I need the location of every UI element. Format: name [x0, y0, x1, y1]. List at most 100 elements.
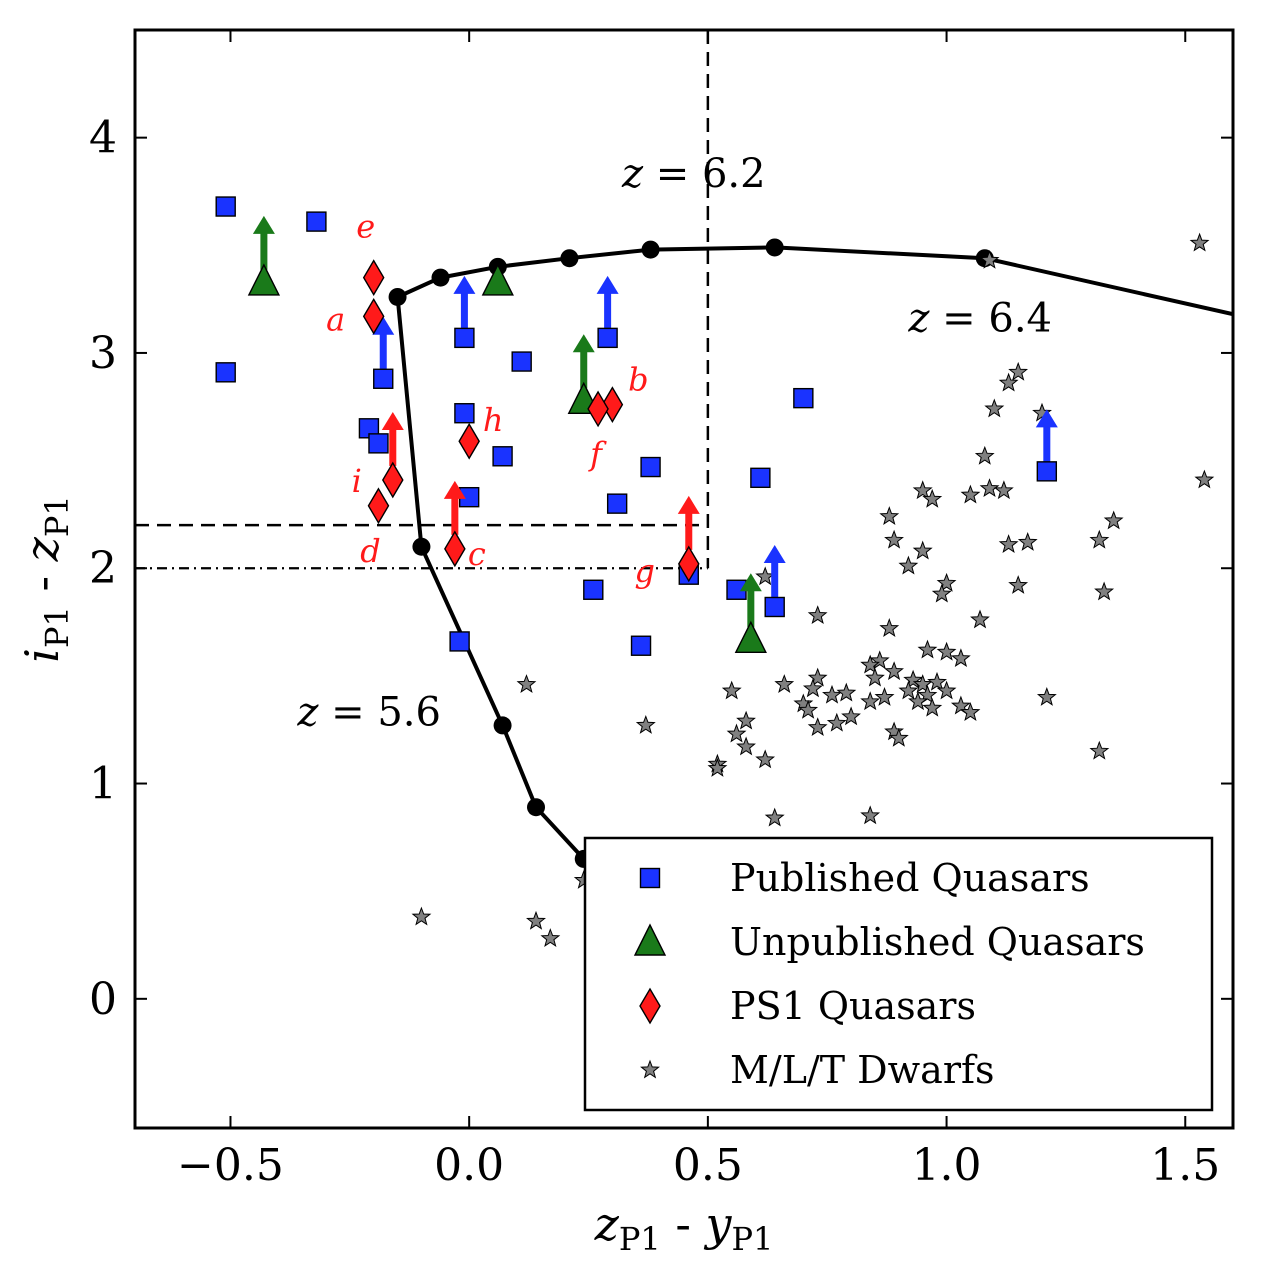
arrow-head [739, 573, 762, 592]
ps1-quasar-point [677, 545, 700, 583]
series-ps1-quasars: a b c d e f g h i [326, 208, 700, 590]
lower-limit-arrow [372, 316, 395, 371]
legend-box [583, 836, 1214, 1112]
dwarf-point [898, 555, 919, 575]
x-tick-label: 1.5 [1150, 1140, 1220, 1191]
published-quasar-point [454, 327, 475, 349]
lower-limit-arrow [739, 573, 762, 628]
redshift-annotation: z = 6.2 [621, 151, 766, 197]
legend-item: Published Quasars [639, 856, 1090, 900]
dwarf-point [1008, 575, 1029, 594]
ps1-quasar-label-a: a [326, 300, 345, 338]
ps1-quasar-label-e: e [356, 208, 375, 246]
dwarf-point [822, 684, 842, 704]
label-var: z [15, 536, 69, 562]
label-space [15, 592, 69, 607]
dwarf-point [912, 540, 933, 560]
dwarf-point [635, 714, 656, 734]
y-tick-label: 1 [89, 759, 117, 810]
dwarf-point [736, 736, 756, 756]
ps1-quasar-point [362, 297, 385, 335]
dwarf-point [936, 572, 957, 592]
dwarf-point [1036, 686, 1057, 706]
dwarf-point [960, 702, 981, 721]
dwarf-point [898, 680, 919, 700]
dwarf-point [411, 906, 432, 926]
track-node [412, 537, 431, 556]
ps1-quasar-label-i: i [352, 462, 362, 500]
arrow-shaft [1043, 419, 1051, 464]
arrow-head [677, 495, 700, 514]
dwarf-point [707, 758, 728, 777]
track-node [641, 240, 660, 259]
dwarf-point [979, 249, 1000, 269]
annotation-value: = 6.4 [929, 295, 1052, 341]
track-line [395, 245, 1233, 861]
dwarf-point [950, 695, 971, 715]
dwarf-point [516, 674, 537, 693]
dwarf-point [860, 654, 881, 674]
series-m-l-t-dwarfs [411, 232, 1215, 947]
dwarf-point [1194, 469, 1215, 489]
published-quasar-point [215, 362, 236, 383]
arrow-head [572, 334, 595, 353]
legend-item: M/L/T Dwarfs [640, 1048, 995, 1092]
published-quasar-point [368, 433, 389, 454]
dwarf-point [526, 910, 546, 930]
dwarf-point [984, 398, 1005, 418]
dwarf-point [974, 445, 995, 465]
dwarf-point [841, 706, 861, 726]
published-quasar-point [306, 211, 327, 232]
dwarf-point [903, 669, 924, 689]
dwarf-point [1032, 402, 1052, 422]
dwarf-point [922, 697, 943, 717]
unpublished-quasar-point [734, 620, 767, 653]
lower-limit-arrow [1035, 409, 1058, 464]
legend-star-icon [640, 1059, 660, 1079]
legend-label: M/L/T Dwarfs [730, 1048, 995, 1092]
lower-limit-arrow [596, 275, 619, 330]
legend-triangle-icon [633, 923, 667, 956]
label-op: - [15, 561, 69, 591]
ps1-quasar-point [367, 487, 390, 525]
legend: Published Quasars Unpublished Quasars PS1 … [583, 836, 1214, 1112]
series-unpublished-quasars [247, 215, 767, 653]
label-var: i [15, 648, 69, 663]
dwarf-point [774, 674, 795, 693]
lower-limit-arrow [443, 480, 466, 535]
arrow-shaft [260, 225, 268, 270]
published-quasar-point [583, 579, 604, 600]
annotation-var: z [621, 151, 644, 197]
dwarf-point [807, 605, 828, 625]
label-op: - [675, 1197, 705, 1251]
y-tick-label: 2 [89, 543, 117, 594]
arrow-head [252, 215, 275, 234]
x-axis-label: zP1 - yP1 [594, 1197, 774, 1258]
track-node [527, 798, 546, 817]
dwarf-point [764, 807, 785, 827]
y-tick-label: 4 [89, 113, 117, 164]
published-quasar-point [597, 327, 618, 349]
dwarf-point [736, 710, 756, 730]
legend-diamond-icon [639, 987, 661, 1025]
redshift-annotation: z = 6.4 [907, 295, 1052, 341]
dwarf-point [865, 667, 885, 687]
label-var: z [594, 1197, 620, 1251]
redshift-track [388, 238, 1233, 868]
dwarf-point [960, 484, 981, 504]
dwarf-point [993, 480, 1014, 500]
label-sub: P1 [38, 606, 76, 648]
ps1-quasar-label-c: c [468, 535, 486, 573]
label-space [661, 1197, 676, 1251]
dwarf-point [807, 717, 828, 736]
track-node [431, 268, 450, 287]
published-quasar-point [606, 493, 628, 514]
ps1-quasar-label-f: f [588, 435, 607, 473]
dwarf-point [931, 583, 952, 603]
y-tick-label: 0 [89, 974, 117, 1025]
dwarf-point [802, 678, 823, 698]
ps1-quasar-label-d: d [360, 532, 380, 570]
label-sub: P1 [732, 1220, 774, 1258]
dwarf-point [917, 639, 938, 659]
